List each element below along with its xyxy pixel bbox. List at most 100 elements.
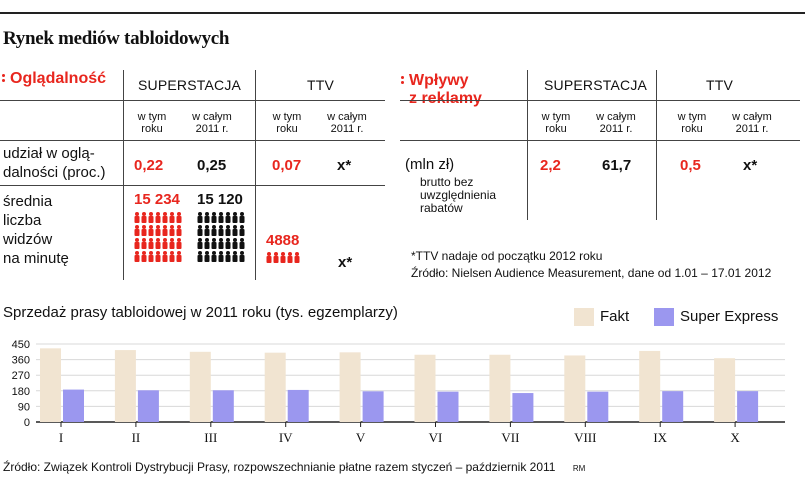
person-icon	[141, 212, 147, 223]
bar-fakt	[714, 358, 736, 422]
person-icon	[232, 212, 238, 223]
y-tick-label: 270	[12, 370, 30, 382]
person-icon	[148, 238, 154, 249]
chart-title: Sprzedaż prasy tabloidowej w 2011 roku (…	[3, 304, 398, 321]
bar-super-express	[137, 390, 159, 422]
person-icon	[239, 251, 245, 262]
y-tick-label: 90	[18, 401, 30, 413]
person-icon	[218, 238, 224, 249]
person-icon	[148, 212, 154, 223]
bar-super-express	[737, 391, 759, 422]
left-table-header: Oglądalność	[2, 70, 106, 88]
person-icon	[197, 212, 203, 223]
y-tick-label: 360	[12, 355, 30, 367]
bar-super-express	[362, 391, 384, 422]
value-cell: 2,2	[540, 157, 561, 174]
person-icon	[197, 238, 203, 249]
left-col-ttv: TTV	[307, 77, 335, 93]
person-icon	[225, 212, 231, 223]
value-cell: 0,25	[197, 157, 227, 174]
person-icon	[211, 238, 217, 249]
divider	[0, 140, 385, 141]
x-tick-label: VII	[501, 430, 519, 445]
value-cell: x*	[743, 157, 758, 174]
footnote: *TTV nadaje od początku 2012 roku	[411, 249, 603, 263]
value-cell: 4888	[266, 232, 300, 249]
person-icon	[155, 212, 161, 223]
person-icon	[280, 252, 286, 263]
x-tick-label: IX	[653, 430, 667, 445]
left-sub-4: w całym 2011 r.	[327, 111, 367, 135]
right-sub-4: w całym 2011 r.	[732, 111, 772, 135]
person-icon	[273, 252, 279, 263]
x-tick-label: II	[132, 430, 141, 445]
bar-super-express	[512, 393, 534, 422]
row-note: brutto bez uwzględnienia rabatów	[420, 175, 497, 215]
right-sub-1: w tym roku	[541, 111, 571, 135]
divider	[123, 70, 124, 280]
bar-super-express	[437, 391, 459, 422]
value-cell: 15 234	[134, 191, 180, 208]
divider	[255, 70, 256, 280]
person-icon	[162, 212, 168, 223]
bar-super-express	[662, 391, 684, 422]
person-icon	[204, 212, 210, 223]
legend-label-fakt: Fakt	[600, 308, 630, 325]
y-tick-label: 450	[12, 339, 30, 351]
value-cell: x*	[338, 254, 353, 271]
x-tick-label: IV	[279, 430, 293, 445]
person-icon	[162, 238, 168, 249]
person-icon	[225, 251, 231, 262]
person-icon	[176, 225, 182, 236]
right-col-superstacja: SUPERSTACJA	[544, 77, 648, 93]
person-icon	[141, 238, 147, 249]
person-icon	[204, 225, 210, 236]
person-icon	[239, 238, 245, 249]
bar-fakt	[414, 354, 436, 422]
person-icon	[141, 225, 147, 236]
person-icon	[162, 225, 168, 236]
bar-fakt	[564, 355, 586, 422]
bar-fakt	[264, 352, 286, 422]
row-label-viewers: średnia liczba widzów na minutę	[3, 193, 69, 267]
person-icon	[239, 225, 245, 236]
person-icon	[141, 251, 147, 262]
divider	[527, 70, 528, 220]
divider	[656, 70, 657, 220]
person-icon	[225, 225, 231, 236]
x-tick-label: VI	[429, 430, 443, 445]
person-icon	[134, 212, 140, 223]
bar-super-express	[212, 390, 234, 422]
person-icon	[211, 225, 217, 236]
divider	[0, 100, 385, 101]
person-icon	[266, 252, 272, 263]
bar-fakt	[189, 351, 211, 422]
bar-super-express	[587, 391, 609, 422]
person-icon	[239, 212, 245, 223]
right-sub-3: w tym roku	[677, 111, 707, 135]
page-title: Rynek mediów tabloidowych	[3, 28, 230, 49]
person-icon	[225, 238, 231, 249]
divider	[400, 100, 800, 101]
person-icon	[176, 251, 182, 262]
people-icon-group	[266, 252, 300, 263]
person-icon	[294, 252, 300, 263]
bar-fakt	[639, 350, 661, 422]
person-icon	[169, 225, 175, 236]
bar-fakt	[489, 354, 511, 422]
person-icon	[134, 251, 140, 262]
value-cell: 0,07	[272, 157, 302, 174]
people-icon-group	[197, 212, 245, 262]
person-icon	[204, 251, 210, 262]
bar-super-express	[63, 389, 84, 422]
x-tick-label: I	[59, 430, 63, 445]
x-tick-label: V	[356, 430, 366, 445]
left-sub-1: w tym roku	[137, 111, 167, 135]
person-icon	[155, 238, 161, 249]
right-sub-2: w całym 2011 r.	[596, 111, 636, 135]
bar-super-express	[287, 389, 309, 422]
bar-fakt	[40, 348, 61, 422]
source-top: Źródło: Nielsen Audience Measurement, da…	[411, 266, 772, 280]
person-icon	[134, 225, 140, 236]
